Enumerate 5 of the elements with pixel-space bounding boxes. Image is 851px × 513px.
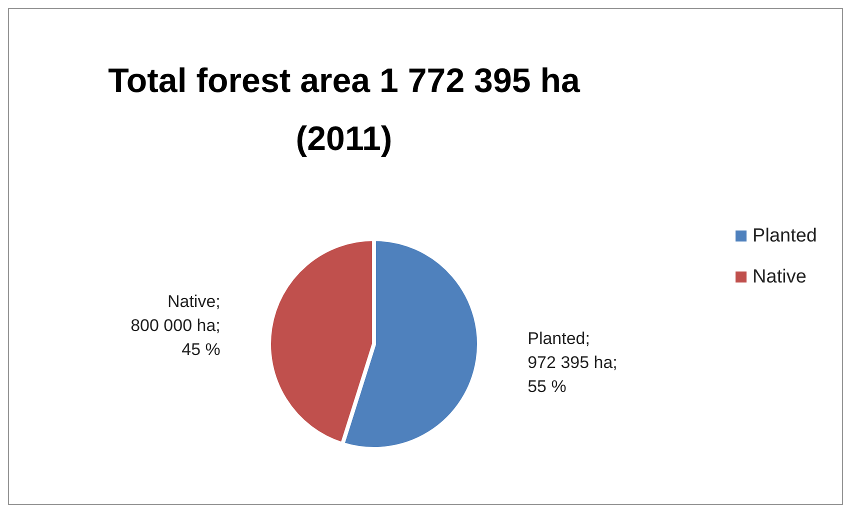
- data-label: Planted; 972 395 ha; 55 %: [528, 328, 618, 396]
- legend-label: Planted: [752, 226, 818, 246]
- chart-title: Total forest area 1 772 395 ha (2011): [108, 62, 581, 158]
- legend-label: Native: [752, 266, 806, 288]
- data-label: Native; 800 000 ha; 45 %: [130, 292, 220, 360]
